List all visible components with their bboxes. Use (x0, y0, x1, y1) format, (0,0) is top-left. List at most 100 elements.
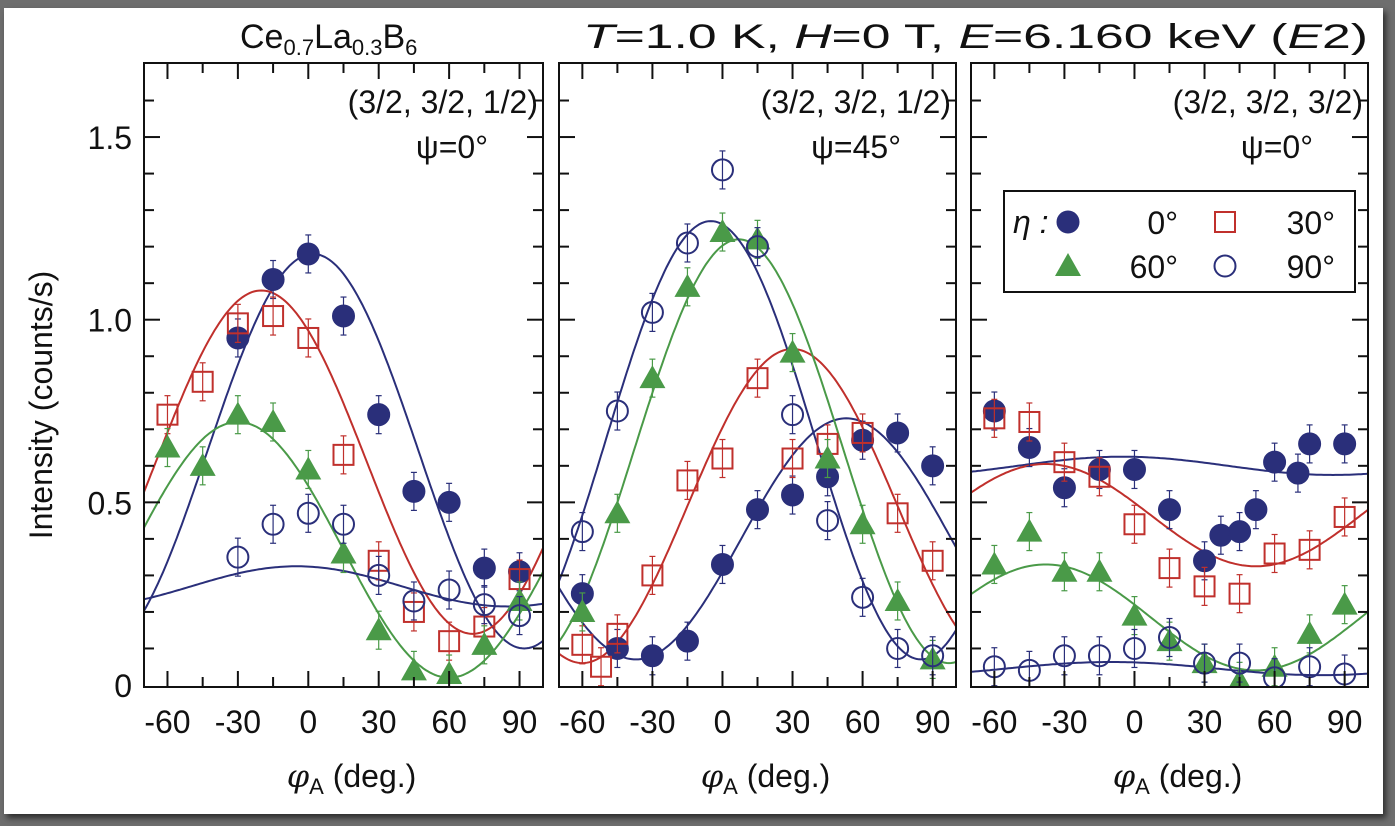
data-point-eta-60-shape (189, 452, 216, 476)
legend-marker-eta-0-shape (1056, 210, 1080, 234)
data-point-eta-90 (921, 644, 945, 668)
data-point-eta-30-shape (983, 407, 1006, 430)
data-point-eta-60 (189, 452, 216, 476)
legend-entry-eta-30: 30° (1214, 205, 1335, 241)
data-point-eta-30 (1088, 465, 1111, 488)
data-point-eta-30 (641, 564, 664, 587)
data-points (569, 150, 946, 687)
data-point-eta-0-shape (921, 454, 945, 478)
data-point-eta-0-shape (1263, 450, 1287, 474)
data-points (154, 234, 533, 687)
y-tick-label: 1.5 (88, 120, 132, 156)
data-point-eta-60-shape (981, 551, 1008, 575)
data-point-eta-30-shape (1158, 557, 1181, 580)
data-point-eta-0 (675, 629, 699, 653)
legend-marker-eta-90-shape (1213, 254, 1237, 278)
title-left: Ce0.7La0.3B6 (240, 18, 417, 60)
data-point-eta-60 (400, 657, 427, 681)
data-point-eta-60 (330, 540, 357, 564)
data-point-eta-0-shape (1298, 432, 1322, 456)
data-point-eta-90 (1122, 636, 1146, 660)
data-point-eta-30 (983, 407, 1006, 430)
data-point-eta-30 (156, 403, 179, 426)
data-point-eta-90-shape (675, 231, 699, 255)
data-point-eta-90 (437, 578, 461, 602)
data-point-eta-60 (154, 434, 181, 458)
data-point-eta-60 (981, 551, 1008, 575)
data-point-eta-30 (1123, 513, 1146, 536)
panel-2: -60 -30 0 30 60 90 φA (deg.) (3/2, 3/2, 1/2) ψ=4… (558, 62, 957, 799)
x-axis-label-unit: (deg.) (738, 758, 830, 794)
x-tick-label: -60 (559, 704, 605, 740)
x-tick-label: 30 (1187, 704, 1223, 740)
data-point-eta-30-shape (851, 421, 874, 444)
data-point-eta-30 (1053, 451, 1076, 474)
data-point-eta-90 (1263, 666, 1287, 687)
x-tick-label: -30 (215, 704, 261, 740)
x-axis-label-sub: A (723, 774, 738, 799)
x-tick-label: 90 (915, 704, 951, 740)
x-tick-label: -60 (971, 704, 1017, 740)
title-e2-value: 2) (1322, 18, 1368, 56)
data-point-eta-90 (332, 512, 355, 536)
data-point-eta-90 (746, 235, 769, 259)
title-right: T =1.0 K, H =0 T, E =6.160 keV (E 2) (583, 18, 1368, 56)
data-point-eta-90-shape (886, 636, 910, 660)
data-point-eta-30 (262, 305, 285, 328)
data-point-eta-30-shape (262, 305, 285, 328)
fit-curve-eta-90 (559, 220, 956, 661)
data-point-eta-90-shape (851, 585, 875, 609)
x-tick-label: -30 (1041, 704, 1087, 740)
data-point-eta-30-shape (1228, 582, 1251, 605)
data-point-eta-0-shape (1244, 498, 1268, 522)
legend-marker-eta-30-shape (1214, 211, 1236, 233)
data-point-eta-60-shape (884, 587, 911, 611)
x-axis-label: φA (deg.) (1113, 757, 1243, 799)
data-point-eta-0 (1263, 450, 1287, 474)
data-point-eta-30 (711, 447, 734, 470)
data-point-eta-90 (472, 593, 496, 617)
data-point-eta-60-shape (1331, 591, 1358, 615)
data-point-eta-60-shape (569, 598, 596, 622)
title-left-sub3: 6 (405, 35, 417, 60)
data-point-eta-0 (746, 498, 769, 522)
data-point-eta-30 (676, 469, 699, 492)
data-point-eta-30-shape (1298, 538, 1321, 561)
title-left-sub1: 0.7 (283, 35, 314, 60)
data-point-eta-0-shape (261, 268, 285, 292)
x-tick-label: 30 (775, 704, 811, 740)
reflection-label: (3/2, 3/2, 1/2) (761, 84, 951, 120)
data-point-eta-30-shape (1193, 575, 1216, 598)
x-axis-label: φA (deg.) (701, 757, 831, 799)
legend-label: 0° (1147, 205, 1178, 241)
x-tick-label: 30 (361, 704, 397, 740)
x-tick-label: 0 (714, 704, 732, 740)
data-point-eta-60 (674, 273, 701, 297)
x-tick-label: 60 (845, 704, 881, 740)
data-point-eta-30-shape (711, 447, 734, 470)
data-point-eta-30-shape (921, 549, 944, 572)
psi-label: ψ=0° (1241, 129, 1313, 165)
y-tick-labels: 0 0.5 1.0 1.5 (88, 120, 132, 704)
data-point-eta-60-shape (400, 657, 427, 681)
fit-curve-eta-30 (144, 289, 543, 635)
x-tick-label: -30 (629, 704, 675, 740)
data-point-eta-30-shape (191, 370, 214, 393)
data-point-eta-30-shape (1263, 542, 1286, 565)
psi-label: ψ=0° (416, 129, 488, 165)
data-point-eta-30-shape (1333, 505, 1356, 528)
title-t-value: =1.0 K, (615, 18, 795, 56)
data-point-eta-60 (295, 456, 322, 480)
data-point-eta-90 (570, 520, 594, 544)
title-h-value: =0 T, (832, 18, 959, 56)
panels: -60 -30 0 30 60 90 φA (deg.) (3/2, 3/2, 1/2) ψ=0… (143, 62, 1369, 799)
data-point-eta-0-shape (296, 242, 320, 266)
data-point-eta-0-shape (472, 556, 496, 580)
data-point-eta-90-shape (640, 300, 664, 324)
y-tick-label: 0.5 (88, 485, 132, 521)
data-point-eta-90 (1052, 644, 1076, 668)
data-point-eta-0-shape (781, 483, 805, 507)
data-point-eta-90-shape (437, 578, 461, 602)
x-tick-label: 90 (502, 704, 538, 740)
